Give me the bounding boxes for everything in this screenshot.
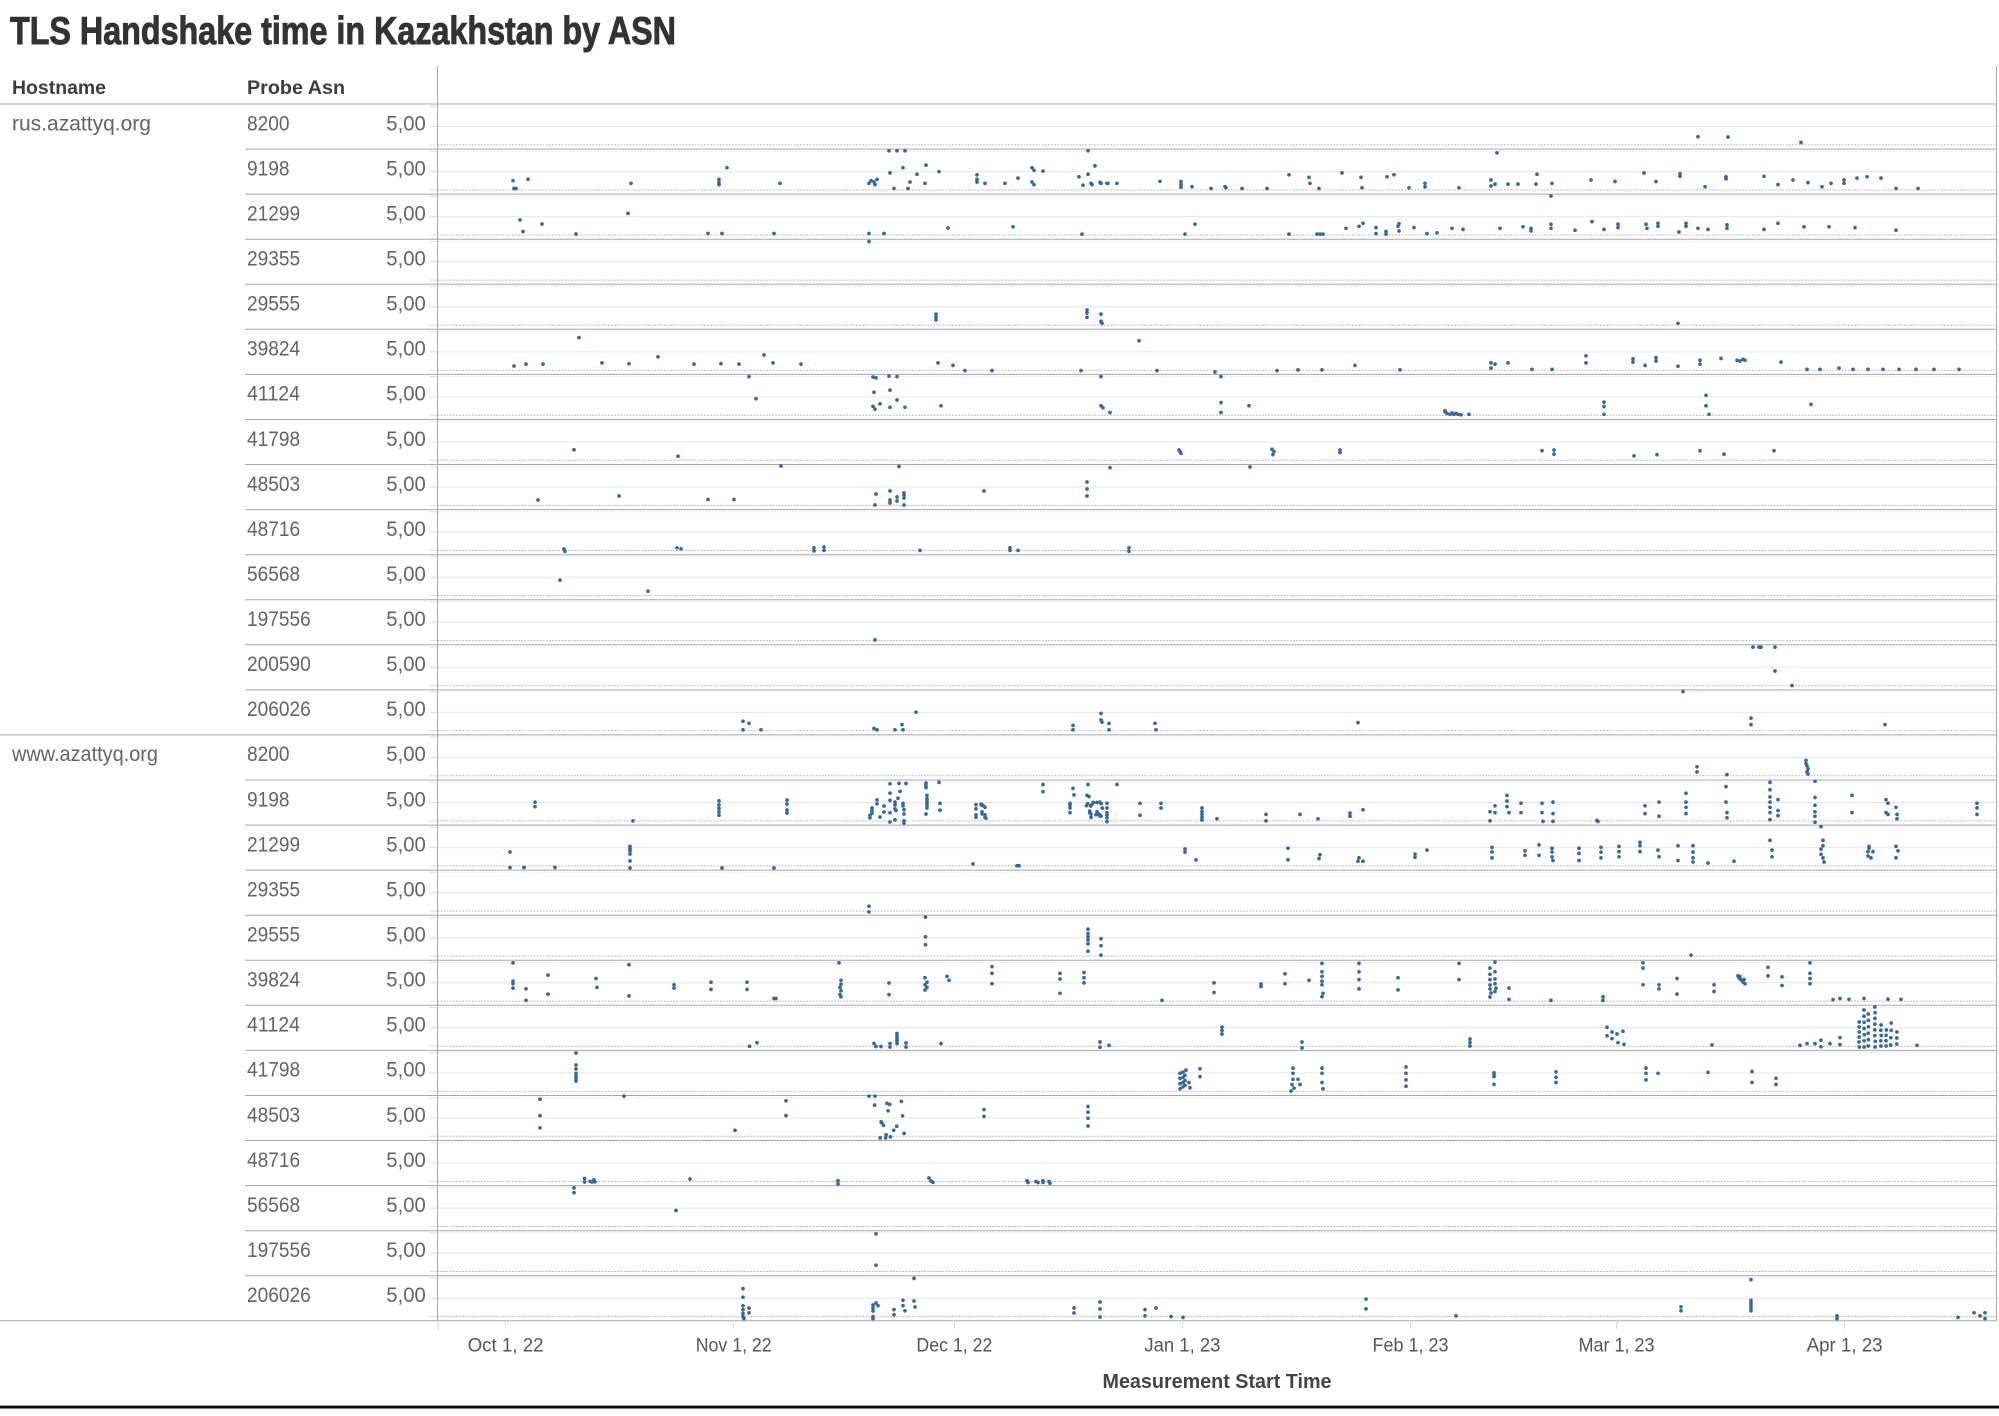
svg-text:rus.azattyq.org: rus.azattyq.org — [12, 112, 151, 135]
svg-text:41798: 41798 — [247, 1059, 300, 1082]
svg-text:206026: 206026 — [247, 1284, 311, 1307]
svg-text:Hostname: Hostname — [12, 77, 106, 99]
svg-text:5,00: 5,00 — [386, 563, 426, 586]
svg-text:39824: 39824 — [247, 969, 300, 992]
svg-text:5,00: 5,00 — [386, 833, 426, 856]
svg-text:5,00: 5,00 — [386, 202, 426, 225]
svg-text:41124: 41124 — [247, 383, 300, 406]
svg-text:5,00: 5,00 — [386, 1284, 426, 1307]
svg-text:197556: 197556 — [247, 608, 311, 631]
svg-text:5,00: 5,00 — [386, 473, 426, 496]
svg-text:29555: 29555 — [247, 293, 300, 316]
svg-text:5,00: 5,00 — [386, 1059, 426, 1082]
svg-text:5,00: 5,00 — [386, 112, 426, 135]
svg-text:29555: 29555 — [247, 924, 300, 947]
svg-text:39824: 39824 — [247, 338, 300, 361]
svg-text:5,00: 5,00 — [386, 383, 426, 406]
svg-text:5,00: 5,00 — [386, 248, 426, 271]
svg-text:Measurement Start Time: Measurement Start Time — [1103, 1371, 1332, 1393]
svg-text:5,00: 5,00 — [386, 1149, 426, 1172]
svg-text:Feb 1, 23: Feb 1, 23 — [1373, 1335, 1449, 1357]
svg-text:5,00: 5,00 — [386, 428, 426, 451]
svg-text:5,00: 5,00 — [386, 924, 426, 947]
svg-text:41124: 41124 — [247, 1014, 300, 1037]
svg-text:5,00: 5,00 — [386, 608, 426, 631]
svg-text:48503: 48503 — [247, 473, 300, 496]
svg-text:5,00: 5,00 — [386, 878, 426, 901]
svg-text:5,00: 5,00 — [386, 743, 426, 766]
svg-text:5,00: 5,00 — [386, 518, 426, 541]
svg-text:9198: 9198 — [247, 157, 290, 180]
svg-text:Apr 1, 23: Apr 1, 23 — [1807, 1335, 1883, 1357]
svg-text:48716: 48716 — [247, 1149, 300, 1172]
svg-text:29355: 29355 — [247, 248, 300, 271]
svg-text:5,00: 5,00 — [386, 157, 426, 180]
svg-text:5,00: 5,00 — [386, 1239, 426, 1262]
svg-text:48716: 48716 — [247, 518, 300, 541]
svg-text:197556: 197556 — [247, 1239, 311, 1262]
svg-text:5,00: 5,00 — [386, 698, 426, 721]
svg-text:56568: 56568 — [247, 1194, 300, 1217]
svg-text:5,00: 5,00 — [386, 1014, 426, 1037]
svg-text:TLS Handshake time in Kazakhst: TLS Handshake time in Kazakhstan by ASN — [10, 10, 676, 53]
svg-text:Nov 1, 22: Nov 1, 22 — [696, 1335, 772, 1357]
svg-text:Mar 1, 23: Mar 1, 23 — [1579, 1335, 1655, 1357]
svg-text:56568: 56568 — [247, 563, 300, 586]
svg-text:5,00: 5,00 — [386, 338, 426, 361]
svg-text:48503: 48503 — [247, 1104, 300, 1127]
svg-text:5,00: 5,00 — [386, 1104, 426, 1127]
svg-text:8200: 8200 — [247, 743, 290, 766]
svg-text:www.azattyq.org: www.azattyq.org — [11, 743, 158, 766]
svg-text:5,00: 5,00 — [386, 788, 426, 811]
svg-text:Probe Asn: Probe Asn — [247, 77, 345, 99]
svg-text:Jan 1, 23: Jan 1, 23 — [1144, 1335, 1220, 1357]
svg-text:206026: 206026 — [247, 698, 311, 721]
svg-text:5,00: 5,00 — [386, 1194, 426, 1217]
svg-text:21299: 21299 — [247, 833, 300, 856]
svg-text:5,00: 5,00 — [386, 293, 426, 316]
svg-text:5,00: 5,00 — [386, 653, 426, 676]
svg-text:Oct 1, 22: Oct 1, 22 — [468, 1335, 544, 1357]
svg-text:8200: 8200 — [247, 112, 290, 135]
svg-text:5,00: 5,00 — [386, 969, 426, 992]
svg-text:41798: 41798 — [247, 428, 300, 451]
svg-text:Dec 1, 22: Dec 1, 22 — [916, 1335, 992, 1357]
svg-text:9198: 9198 — [247, 788, 290, 811]
svg-text:200590: 200590 — [247, 653, 311, 676]
svg-text:21299: 21299 — [247, 202, 300, 225]
svg-text:29355: 29355 — [247, 878, 300, 901]
